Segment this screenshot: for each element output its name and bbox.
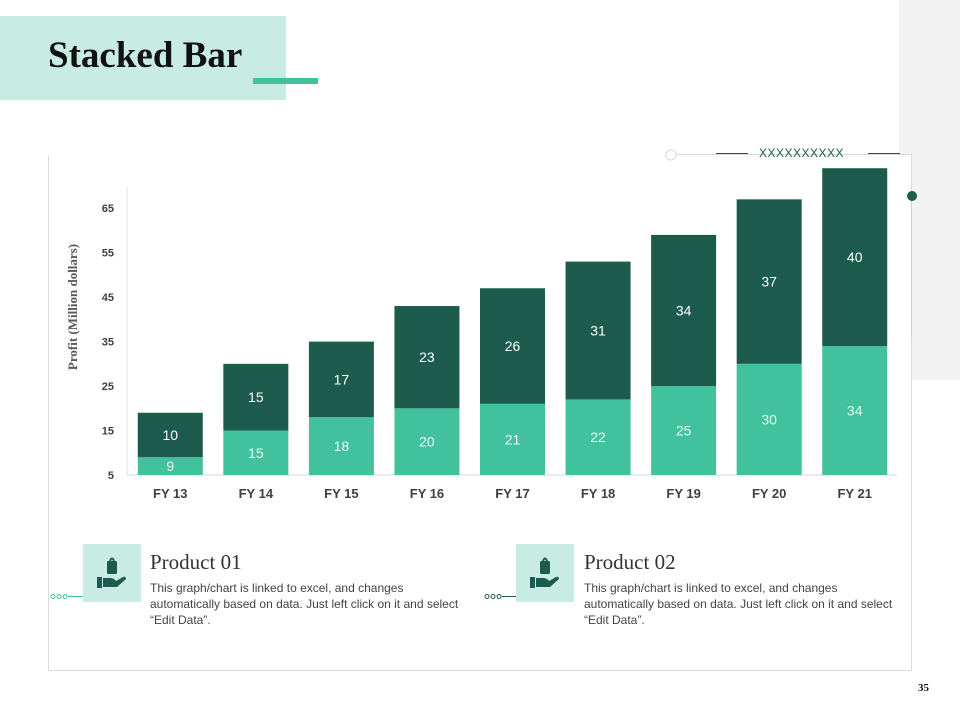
bar-value-label: 9 [166, 458, 174, 474]
bar-segment-1 [223, 430, 289, 475]
bar-value-label: 30 [761, 411, 777, 427]
product-01-title: Product 01 [150, 550, 242, 574]
bar-segment-2 [308, 341, 374, 418]
bar-segment-1 [736, 363, 802, 475]
bar-value-label: 15 [248, 445, 264, 461]
bar-value-label: 15 [248, 389, 264, 405]
product-02-description: This graph/chart is linked to excel, and… [584, 581, 893, 627]
x-tick-label: FY 18 [581, 486, 615, 501]
page-number: 35 [918, 682, 929, 694]
x-tick-label: FY 15 [324, 486, 358, 501]
bar-segment-1 [822, 346, 888, 475]
bar-value-label: 20 [419, 434, 435, 450]
x-tick-label: FY 13 [153, 486, 187, 501]
bar-segment-2 [394, 306, 460, 409]
hand-holding-bag-icon [97, 557, 126, 588]
bar-segment-1 [394, 408, 460, 475]
x-tick-label: FY 14 [239, 486, 274, 501]
bar-value-label: 34 [676, 302, 692, 318]
y-axis-label: Profit (Million dollars) [65, 244, 80, 370]
bar-segment-2 [137, 412, 203, 458]
decor-text: XXXXXXXXXX [759, 146, 845, 160]
bar-segment-2 [651, 234, 717, 387]
bar-value-label: 31 [590, 323, 606, 339]
product-01-icon-box [83, 544, 141, 602]
y-tick-label: 15 [102, 426, 114, 438]
bar-value-label: 26 [505, 338, 521, 354]
bar-segment-1 [651, 386, 717, 475]
decor-line-left [716, 153, 748, 154]
bar-segment-2 [223, 363, 289, 431]
bar-segment-2 [565, 261, 631, 400]
decor-line-group: XXXXXXXXXX [716, 146, 900, 160]
y-tick-label: 45 [102, 292, 114, 304]
bar-segment-2 [736, 199, 802, 364]
bar-segment-2 [822, 168, 888, 347]
slide-title: Stacked Bar [48, 35, 243, 76]
bar-segment-1 [308, 417, 374, 475]
bar-value-label: 23 [419, 349, 435, 365]
title-accent-bar [253, 78, 318, 84]
bar-segment-1 [480, 403, 545, 475]
bar-value-label: 25 [676, 423, 692, 439]
decor-line-right [868, 153, 900, 154]
x-tick-label: FY 16 [410, 486, 444, 501]
card-top-line [48, 153, 673, 156]
bar-value-label: 22 [590, 429, 606, 445]
x-tick-label: FY 19 [666, 486, 700, 501]
bar-segment-1 [137, 457, 203, 475]
bar-value-label: 10 [162, 427, 178, 443]
card-corner-circle [665, 149, 677, 161]
product-01-description: This graph/chart is linked to excel, and… [150, 581, 459, 627]
x-tick-label: FY 20 [752, 486, 786, 501]
product-02-title: Product 02 [584, 550, 676, 574]
y-tick-label: 5 [108, 470, 114, 482]
bar-value-label: 40 [847, 249, 863, 265]
x-tick-label: FY 21 [837, 486, 871, 501]
bar-value-label: 37 [761, 274, 777, 290]
bar-value-label: 18 [334, 438, 350, 454]
title-box [0, 16, 286, 100]
bar-value-label: 17 [334, 371, 350, 387]
bar-value-label: 34 [847, 403, 863, 419]
y-tick-label: 35 [102, 337, 114, 349]
bar-value-label: 21 [505, 431, 521, 447]
bar-segment-2 [480, 288, 545, 404]
bar-segment-1 [565, 399, 631, 475]
decor-dot [907, 191, 917, 201]
y-tick-label: 65 [102, 203, 114, 215]
x-tick-label: FY 17 [495, 486, 529, 501]
hand-holding-bag-icon [530, 557, 559, 588]
decor-vertical-line [911, 201, 912, 337]
y-tick-label: 25 [102, 381, 114, 393]
product-02-icon-box [516, 544, 574, 602]
y-tick-label: 55 [102, 248, 114, 260]
